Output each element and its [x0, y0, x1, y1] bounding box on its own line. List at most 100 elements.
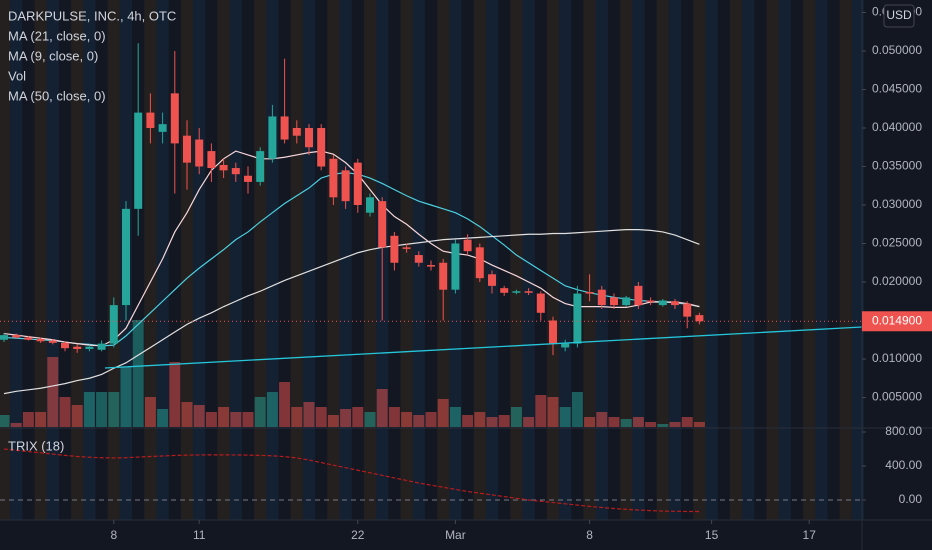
candle-body — [378, 201, 387, 248]
candle-body — [524, 291, 533, 293]
session-stripe — [217, 0, 230, 520]
volume-bar — [108, 392, 120, 427]
candle-body — [366, 197, 374, 213]
currency-button[interactable] — [883, 4, 915, 28]
volume-bar — [437, 399, 449, 427]
volume-bar — [144, 397, 156, 427]
volume-bar — [47, 357, 59, 427]
volume-bar — [254, 397, 266, 427]
last-price-label: 0.014900 — [872, 313, 922, 327]
volume-bar — [218, 407, 230, 427]
y-tick-label: 0.005000 — [872, 390, 922, 404]
session-stripe — [290, 0, 303, 520]
y-tick-label: 0.010000 — [872, 351, 922, 365]
session-stripe — [302, 0, 316, 520]
candle-body — [292, 128, 301, 136]
candle-body — [48, 340, 57, 343]
volume-bar — [462, 415, 474, 427]
session-stripe — [632, 0, 645, 520]
chart-title: DARKPULSE, INC., 4h, OTC — [8, 8, 176, 23]
session-stripe — [778, 0, 791, 520]
x-tick-label: 8 — [110, 528, 117, 542]
candle-body — [195, 139, 204, 167]
trix-line — [3, 448, 700, 513]
session-stripe — [144, 0, 157, 520]
candle-body — [622, 297, 631, 306]
volume-bar — [35, 412, 47, 427]
candle-body — [512, 291, 521, 293]
candle-body — [36, 338, 45, 342]
volume-bar — [608, 417, 620, 427]
trendline — [104, 326, 863, 369]
candle-body — [329, 158, 338, 198]
candle-body — [73, 346, 82, 349]
volume-bar — [340, 409, 352, 427]
trix-tick-label: 800.00 — [885, 424, 922, 438]
session-stripe — [485, 0, 499, 520]
volume-bar — [120, 367, 132, 427]
volume-bar — [279, 382, 291, 427]
candle-body — [122, 208, 130, 306]
session-stripe — [668, 0, 682, 520]
candle-body — [134, 112, 143, 209]
session-stripe — [828, 0, 840, 520]
candle-body — [683, 303, 692, 317]
volume-bar — [0, 415, 10, 427]
volume-bar — [596, 412, 608, 427]
legend-entry: MA (50, close, 0) — [8, 88, 106, 103]
candle-body — [353, 162, 362, 205]
candle-body — [280, 116, 289, 140]
volume-bar — [22, 412, 34, 427]
session-stripe — [766, 0, 779, 520]
candle-body — [244, 175, 252, 182]
candle-body — [0, 335, 8, 340]
session-stripe — [571, 0, 583, 520]
volume-bar — [266, 392, 278, 427]
candle-body — [12, 335, 21, 338]
volume-bar — [620, 419, 632, 427]
volume-bar — [413, 415, 425, 427]
candle-body — [427, 265, 435, 267]
volume-bar — [425, 412, 437, 427]
candle-body — [500, 288, 509, 293]
candle-body — [671, 301, 679, 306]
session-stripe — [498, 0, 510, 520]
legend-entry: MA (21, close, 0) — [8, 28, 106, 43]
candle-body — [61, 342, 69, 349]
volume-bar — [59, 397, 71, 427]
candle-body — [536, 293, 545, 313]
candle-body — [451, 243, 460, 290]
volume-bar — [181, 402, 193, 427]
session-stripe — [425, 0, 437, 520]
volume-bar — [242, 412, 254, 427]
currency-label[interactable]: USD — [886, 8, 912, 22]
candle-body — [463, 239, 472, 252]
moving-average — [3, 150, 700, 347]
session-stripe — [754, 0, 766, 520]
volume-bar — [291, 407, 303, 427]
candle-body — [695, 315, 704, 322]
session-stripe — [180, 0, 194, 520]
session-stripe — [315, 0, 327, 520]
candle-body — [390, 235, 399, 263]
session-stripe — [363, 0, 377, 520]
session-stripe — [71, 0, 84, 520]
candle-body — [305, 128, 313, 148]
candle-body — [158, 124, 167, 132]
volume-bar — [315, 407, 327, 427]
candle-body — [207, 151, 216, 169]
candle-body — [658, 300, 667, 306]
session-stripe — [693, 0, 706, 520]
volume-bar — [205, 412, 217, 427]
volume-bar — [486, 417, 498, 427]
session-stripe — [791, 0, 803, 520]
legend-entry: Vol — [8, 68, 26, 83]
y-tick-label: 0.020000 — [872, 274, 922, 288]
session-stripe — [546, 0, 560, 520]
candle-body — [109, 305, 118, 344]
x-tick-label: 17 — [803, 528, 817, 542]
volume-bar — [303, 402, 315, 427]
session-stripe — [510, 0, 523, 520]
